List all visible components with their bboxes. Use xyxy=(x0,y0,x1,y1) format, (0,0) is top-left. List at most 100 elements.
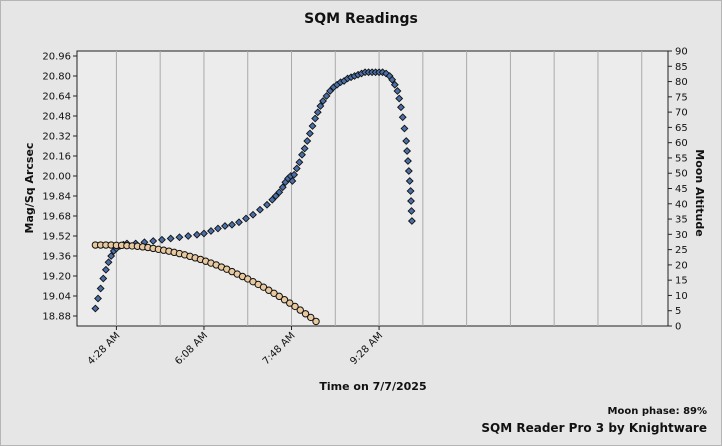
sqm-point xyxy=(235,218,243,227)
moon-altitude-point xyxy=(275,292,283,301)
y-tick-label: 19.52 xyxy=(42,232,71,243)
y-axis-title: Mag/Sq Arcsec xyxy=(23,143,36,234)
sqm-point xyxy=(96,284,105,293)
sqm-point xyxy=(406,187,415,195)
sqm-point xyxy=(184,232,193,240)
y-tick-label: 19.04 xyxy=(42,292,71,303)
sqm-point xyxy=(292,164,301,173)
y2-tick-label: 10 xyxy=(675,291,688,302)
sqm-point xyxy=(271,192,280,200)
sqm-point xyxy=(268,195,277,204)
sqm-point xyxy=(107,252,116,260)
y2-tick-label: 40 xyxy=(675,199,688,210)
sqm-point xyxy=(157,235,166,244)
y2-tick-label: 85 xyxy=(675,62,688,73)
y2-tick-label: 15 xyxy=(675,276,688,287)
sqm-point xyxy=(214,224,222,233)
sqm-point xyxy=(402,137,411,145)
sqm-point xyxy=(400,124,409,133)
y2-tick-label: 30 xyxy=(675,230,688,241)
sqm-point xyxy=(193,230,201,239)
y2-tick-label: 70 xyxy=(675,108,688,119)
x-axis-ticks: 4:28 AM 6:08 AM 7:48 AM 9:28 AM xyxy=(86,326,385,367)
sqm-point xyxy=(298,150,306,159)
sqm-point xyxy=(316,102,325,110)
sqm-point xyxy=(228,220,236,229)
y-tick-label: 20.96 xyxy=(42,52,71,63)
left-axis-ticks: 18.88 19.04 19.20 19.36 19.52 19.68 19.84 20.00… xyxy=(42,52,77,323)
y2-tick-label: 45 xyxy=(675,184,688,195)
sqm-point xyxy=(326,87,334,95)
sqm-point xyxy=(278,183,287,192)
sqm-point xyxy=(313,108,322,117)
grid-lines xyxy=(115,51,643,326)
sqm-point xyxy=(295,158,304,167)
y2-tick-label: 5 xyxy=(675,306,681,317)
y2-tick-label: 80 xyxy=(675,77,688,88)
sqm-point xyxy=(207,227,215,235)
sqm-point xyxy=(94,294,102,303)
sqm-point xyxy=(311,114,320,123)
right-axis-ticks: 0 5 10 15 20 25 30 35 40 45 50 55 60 65 70 75 80 85 90 xyxy=(668,47,688,333)
moon-altitude-point xyxy=(296,306,304,314)
sqm-point xyxy=(393,87,402,95)
plot-area xyxy=(76,50,669,327)
y-tick-label: 18.88 xyxy=(42,312,71,323)
y2-tick-label: 50 xyxy=(675,169,688,180)
sqm-point xyxy=(303,137,312,145)
y-tick-label: 19.84 xyxy=(42,192,71,203)
y2-tick-label: 55 xyxy=(675,153,688,164)
x-tick-label: 4:28 AM xyxy=(86,330,123,367)
sqm-point xyxy=(397,103,405,112)
sqm-point xyxy=(390,80,399,89)
y-tick-label: 19.36 xyxy=(42,252,71,263)
y2-tick-label: 60 xyxy=(675,138,688,149)
y-tick-label: 20.32 xyxy=(42,132,71,143)
moon-altitude-point xyxy=(312,317,320,326)
y-tick-label: 19.20 xyxy=(42,272,71,283)
moon-altitude-point xyxy=(301,310,310,318)
x-tick-label: 9:28 AM xyxy=(348,330,385,367)
sqm-point xyxy=(91,304,100,313)
sqm-point xyxy=(404,157,412,165)
app-credit: SQM Reader Pro 3 by Knightware xyxy=(481,421,707,435)
x-tick-label: 7:48 AM xyxy=(261,330,298,367)
sqm-point xyxy=(221,222,229,230)
sqm-point xyxy=(263,200,271,209)
moon-altitude-series xyxy=(91,241,320,326)
sqm-point xyxy=(101,265,110,274)
x-axis-title: Time on 7/7/2025 xyxy=(319,380,426,393)
y-tick-label: 20.16 xyxy=(42,152,71,163)
y2-tick-label: 25 xyxy=(675,245,688,256)
moon-altitude-point xyxy=(291,302,299,311)
y-tick-label: 19.68 xyxy=(42,212,71,223)
sqm-point xyxy=(305,129,314,138)
y2-tick-label: 65 xyxy=(675,123,688,134)
y2-tick-label: 75 xyxy=(675,92,688,103)
moon-altitude-point xyxy=(307,313,315,322)
moon-phase-label: Moon phase: 89% xyxy=(608,406,707,417)
sqm-point xyxy=(300,144,309,153)
moon-altitude-point xyxy=(286,299,294,307)
sqm-point xyxy=(104,258,113,267)
sqm-point xyxy=(403,147,412,155)
sqm-point xyxy=(404,167,413,175)
sqm-point xyxy=(407,197,415,205)
sqm-point xyxy=(288,177,297,185)
y2-axis-title: Moon Altitude xyxy=(693,149,706,236)
sqm-point xyxy=(322,92,331,100)
chart-title: SQM Readings xyxy=(304,11,418,27)
sqm-point xyxy=(395,94,404,103)
sqm-point xyxy=(149,237,158,245)
sqm-point xyxy=(405,177,414,185)
moon-altitude-point xyxy=(280,296,289,304)
sqm-point xyxy=(242,214,250,223)
y2-tick-label: 90 xyxy=(675,47,688,58)
sqm-point xyxy=(256,205,264,214)
sqm-point xyxy=(398,113,407,122)
y2-tick-label: 20 xyxy=(675,260,688,271)
sqm-point xyxy=(407,207,416,215)
x-tick-label: 6:08 AM xyxy=(173,330,210,367)
